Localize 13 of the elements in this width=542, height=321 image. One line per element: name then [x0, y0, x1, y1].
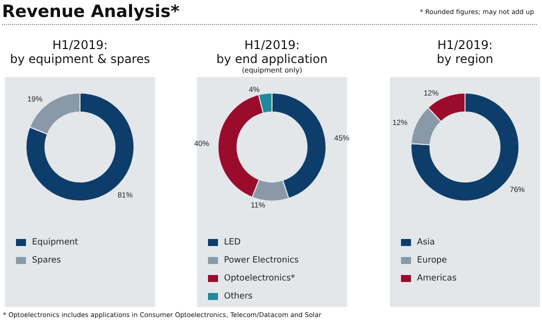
legend-label: Spares: [32, 256, 62, 266]
legend-label: Power Electronics: [224, 256, 300, 266]
legend-label: Equipment: [32, 238, 79, 248]
text: Revenue Analysis*: [2, 2, 180, 22]
legend-label: Others: [224, 292, 254, 302]
legend-label: LED: [224, 238, 242, 248]
chart-title: H1/2019: by end application: [216, 38, 328, 66]
legend-label: Asia: [417, 238, 435, 248]
legend-label: Optoelectronics*: [224, 274, 296, 284]
legend-label: Americas: [417, 274, 458, 284]
legend-label: Europe: [417, 256, 447, 266]
chart-title: H1/2019: by equipment & spares: [10, 38, 150, 66]
chart-title: H1/2019: by region: [436, 38, 494, 66]
